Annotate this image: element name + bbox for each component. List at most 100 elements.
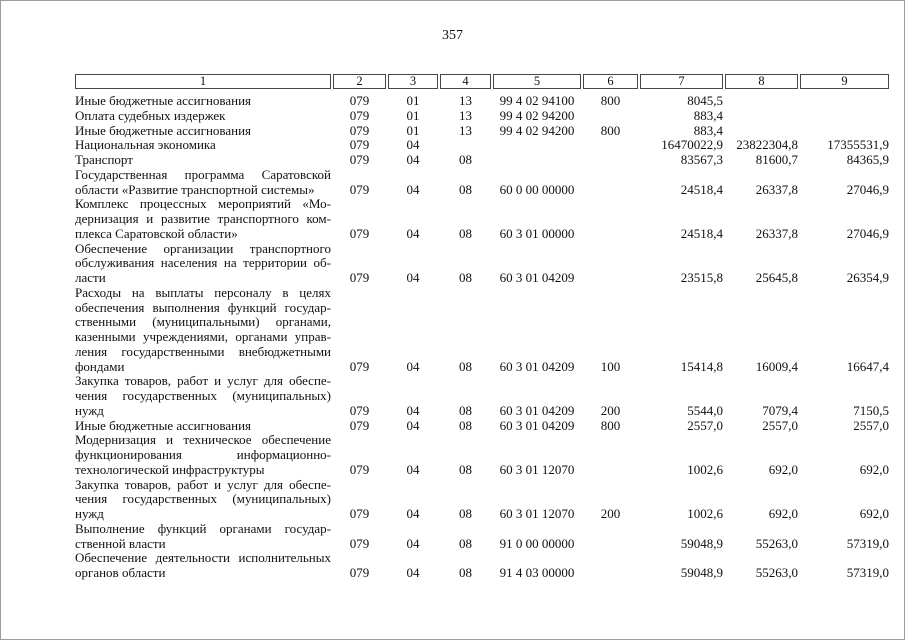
cell-col7: 16470022,9 [661,138,723,153]
cell-col5: 99 4 02 94200 [499,123,575,138]
cell-col9: 57319,0 [846,565,889,580]
cell-col2: 079 [349,153,370,167]
row-description: Государственная программа Саратовской обл… [75,168,331,198]
description-line: Модернизация и техническое обеспечение [75,433,331,448]
cell-col3: 04 [406,506,420,521]
cell-col9: 17355531,9 [827,138,889,153]
cell-col3: 04 [406,270,420,285]
cell-col7: 883,4 [693,123,723,138]
cell-col2: 079 [349,225,370,241]
description-line: чения государственных (муниципальных) [75,491,331,507]
column-header-9: 9 [800,74,889,89]
description-line: Иные бюджетные ассигнования [75,418,252,433]
cell-col3: 04 [406,181,420,197]
column-header-6: 6 [583,74,638,89]
cell-col7: 24518,4 [680,225,723,241]
description-line: ственной власти [75,535,166,551]
cell-col6 [583,138,638,153]
column-header-2: 2 [333,74,386,89]
cell-col6 [583,522,638,552]
cell-col2: 079 [349,123,370,138]
cell-col4: 08 [459,225,472,241]
table-row: Иные бюджетные ассигнования 079 01 13 99 4 0… [75,89,889,109]
description-line: органов области [75,565,166,580]
cell-col6 [583,197,638,241]
row-description: Выполнение функций органами государ-стве… [75,522,331,552]
cell-col3: 01 [406,108,420,123]
table-row: Обеспечение деятельности исполнительных о… [75,551,889,581]
cell-col7: 15414,8 [680,358,723,374]
table-row: Закупка товаров, работ и услуг для обесп… [75,374,889,418]
cell-col6: 200 [600,506,621,521]
cell-col6: 200 [600,402,621,418]
cell-col5: 60 3 01 04209 [499,270,575,285]
row-description: Комплекс процессных мероприятий «Мо-дерн… [75,197,331,241]
cell-col2: 079 [349,93,370,108]
cell-col9: 16647,4 [846,358,889,374]
cell-col9: 27046,9 [846,225,889,241]
cell-col8: 2557,0 [762,418,798,433]
cell-col6 [583,551,638,581]
table-row: Выполнение функций органами государ-стве… [75,522,889,552]
cell-col4: 08 [459,506,472,521]
cell-col8: 55263,0 [755,535,798,551]
column-header-8: 8 [725,74,798,89]
page-number: 357 [442,28,463,43]
cell-col3: 04 [406,565,420,580]
description-line: казенными учреждениями, органами управ- [75,329,331,344]
description-line: обеспечения выполнения функций государ- [75,299,331,315]
cell-col5: 60 3 01 00000 [499,225,575,241]
cell-col3: 04 [406,225,420,241]
cell-col5: 60 0 00 00000 [499,181,575,197]
table-header-row: 1 2 3 4 5 6 7 8 9 [75,74,889,89]
row-description: Обеспечение деятельности исполнительных о… [75,551,331,581]
description-line: функционирования информационно- [75,447,331,462]
column-header-1: 1 [75,74,331,89]
table-row: Модернизация и техническое обеспечение фу… [75,433,889,477]
cell-col9: 26354,9 [846,270,889,285]
column-header-4: 4 [440,74,491,89]
cell-col9 [800,89,889,109]
cell-col5 [493,138,581,153]
cell-col5: 60 3 01 04209 [499,358,575,374]
table-row: Иные бюджетные ассигнования 079 04 08 60 3 0… [75,419,889,434]
cell-col8: 7079,4 [762,402,798,418]
cell-col5: 99 4 02 94200 [499,108,575,123]
description-line: обслуживания населения на территории об- [75,255,331,271]
cell-col7: 1002,6 [687,461,723,477]
cell-col2: 079 [349,565,370,580]
description-line: Обеспечение деятельности исполнительных [75,551,331,566]
cell-col6 [583,168,638,198]
table-row: Иные бюджетные ассигнования 079 01 13 99 4 0… [75,124,889,139]
description-line: нужд [75,506,104,521]
column-header-3: 3 [388,74,438,89]
cell-col8: 23822304,8 [736,138,798,153]
description-line: плекса Саратовской области» [75,225,238,241]
description-line: Оплата судебных издержек [75,108,226,123]
cell-col3: 01 [406,93,420,108]
cell-col3: 01 [406,123,420,138]
cell-col9: 2557,0 [853,418,889,433]
cell-col4: 13 [459,108,472,123]
cell-col2: 079 [349,506,370,521]
row-description: Закупка товаров, работ и услуг для обесп… [75,374,331,418]
description-line: области «Развитие транспортной системы» [75,181,315,197]
cell-col4: 08 [459,418,472,433]
description-line: Расходы на выплаты персоналу в целях [75,285,331,300]
cell-col4: 08 [459,535,472,551]
cell-col4: 08 [459,153,472,167]
table-row: Национальная экономика 079 04 16470022,9 238… [75,138,889,153]
table-row: Обеспечение организации транспортного обс… [75,242,889,286]
description-line: Иные бюджетные ассигнования [75,123,252,138]
cell-col8: 25645,8 [755,270,798,285]
cell-col3: 04 [406,535,420,551]
cell-col6: 100 [600,358,621,374]
cell-col5: 60 3 01 12070 [499,461,575,477]
cell-col9: 84365,9 [846,153,889,167]
description-line: фондами [75,358,125,374]
description-line: Закупка товаров, работ и услуг для обесп… [75,374,331,389]
description-line: ления государственными внебюджетными [75,343,331,359]
table-body: Иные бюджетные ассигнования 079 01 13 99 4 0… [75,89,889,581]
cell-col8: 55263,0 [755,565,798,580]
cell-col7: 2557,0 [687,418,723,433]
